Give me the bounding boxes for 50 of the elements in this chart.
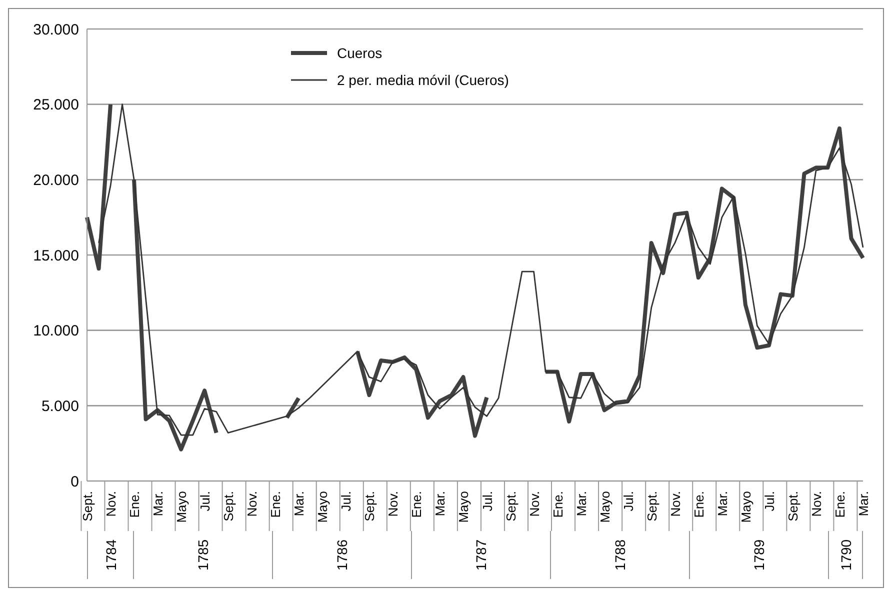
text: 1785 <box>195 539 212 571</box>
y-tick-label: 20.000 <box>33 172 79 189</box>
x-tick-label: Ene. <box>409 491 424 518</box>
y-tick-label: 15.000 <box>33 247 79 264</box>
x-tick-label: Jul. <box>198 491 213 512</box>
x-tick-label: Nov. <box>104 491 119 517</box>
text: 1789 <box>751 539 768 571</box>
x-tick-label: Nov. <box>526 491 542 517</box>
x-tick-label: Mayo <box>315 491 330 523</box>
text: 1787 <box>473 539 490 571</box>
text: 1786 <box>334 539 350 571</box>
x-tick-label: Jul. <box>762 491 777 512</box>
x-tick-label: Nov. <box>668 491 683 517</box>
x-tick-label: Ene. <box>832 491 848 518</box>
y-tick-label: 25.000 <box>33 96 79 114</box>
x-tick-label: Mar. <box>150 491 166 516</box>
x-tick-label: Nov. <box>808 491 824 517</box>
text: 1784 <box>102 539 119 571</box>
x-tick-label: Jul. <box>480 491 495 512</box>
x-tick-label: Mar. <box>574 491 589 516</box>
text: 1790 <box>838 539 854 571</box>
legend-label: 2 per. media móvil (Cueros) <box>337 72 509 88</box>
x-tick-label: Sept. <box>503 491 518 522</box>
x-tick-label: Mayo <box>738 491 754 523</box>
x-tick-label: Sept. <box>80 491 95 522</box>
x-tick-label: Sept. <box>785 491 800 522</box>
text: 1788 <box>612 539 628 571</box>
y-tick-label: 5.000 <box>41 398 79 415</box>
x-tick-label: Ene. <box>127 491 142 518</box>
x-tick-label: Jul. <box>620 491 636 512</box>
legend-label: Cueros <box>337 44 382 60</box>
x-tick-label: Sept. <box>644 491 660 522</box>
y-tick-label: 10.000 <box>33 322 79 340</box>
x-tick-label: Ene. <box>550 491 566 518</box>
x-tick-label: Mayo <box>174 491 190 523</box>
x-tick-label: Mayo <box>456 491 472 523</box>
x-tick-label: Mar. <box>714 491 730 516</box>
y-tick-label: 0 <box>70 473 79 490</box>
y-tick-label: 30.000 <box>33 21 79 38</box>
x-tick-label: Ene. <box>691 491 706 518</box>
x-tick-label: Mar. <box>292 491 307 516</box>
x-tick-label: Sept. <box>221 491 236 522</box>
x-tick-label: Mar. <box>432 491 448 516</box>
x-tick-label: Sept. <box>362 491 378 522</box>
x-tick-label: Jul. <box>338 491 354 512</box>
x-tick-label: Mayo <box>597 491 612 523</box>
x-tick-label: Nov. <box>244 491 260 517</box>
x-tick-label: Mar. <box>856 491 871 516</box>
x-tick-label: Ene. <box>268 491 284 518</box>
x-tick-label: Nov. <box>386 491 401 517</box>
